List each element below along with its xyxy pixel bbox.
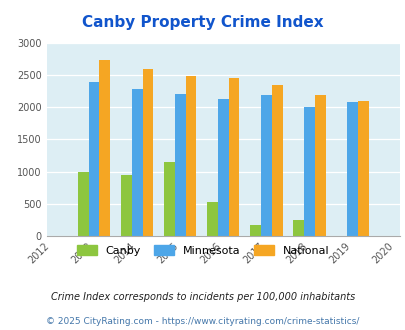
Bar — [357, 101, 368, 236]
Bar — [78, 172, 88, 236]
Bar — [217, 99, 228, 236]
Bar — [185, 76, 196, 236]
Bar — [249, 225, 260, 236]
Bar — [121, 175, 132, 236]
Bar — [271, 85, 282, 236]
Bar — [260, 95, 271, 236]
Bar — [292, 220, 303, 236]
Text: Crime Index corresponds to incidents per 100,000 inhabitants: Crime Index corresponds to incidents per… — [51, 292, 354, 302]
Bar — [228, 78, 239, 236]
Bar — [207, 202, 217, 236]
Bar — [132, 89, 142, 236]
Bar — [314, 95, 325, 236]
Legend: Canby, Minnesota, National: Canby, Minnesota, National — [72, 241, 333, 260]
Bar — [346, 102, 357, 236]
Bar — [175, 94, 185, 236]
Text: Canby Property Crime Index: Canby Property Crime Index — [82, 15, 323, 30]
Bar — [303, 107, 314, 236]
Bar — [164, 162, 175, 236]
Text: © 2025 CityRating.com - https://www.cityrating.com/crime-statistics/: © 2025 CityRating.com - https://www.city… — [46, 317, 359, 326]
Bar — [88, 82, 99, 236]
Bar — [142, 69, 153, 236]
Bar — [99, 60, 110, 236]
